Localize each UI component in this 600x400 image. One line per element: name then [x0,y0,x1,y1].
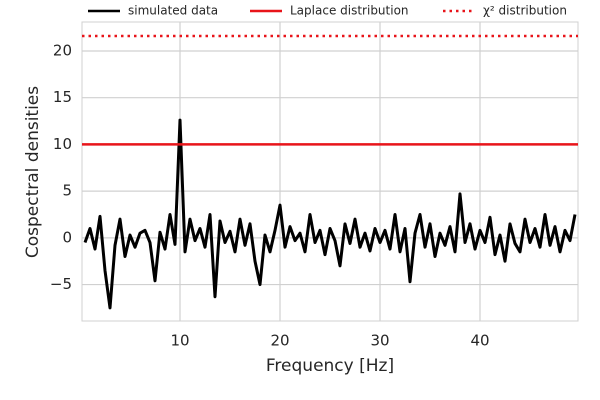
legend-label: χ² distribution [483,4,567,18]
plot-area [81,21,579,322]
x-tick-label: 40 [470,332,489,350]
x-tick-label: 30 [370,332,389,350]
x-tick-label: 20 [270,332,289,350]
y-tick-label: −5 [50,275,72,293]
legend-label: simulated data [128,4,218,18]
y-tick-label: 10 [53,135,72,153]
data-line [83,118,577,310]
y-tick-label: 20 [53,41,72,59]
y-axis-label: Cospectral densities [23,86,43,258]
legend-label: Laplace distribution [290,4,409,18]
y-tick-label: 5 [62,182,72,200]
x-axis-label: Frequency [Hz] [266,356,394,376]
y-tick-label: 15 [53,88,72,106]
x-tick-label: 10 [170,332,189,350]
y-tick-label: 0 [62,228,72,246]
